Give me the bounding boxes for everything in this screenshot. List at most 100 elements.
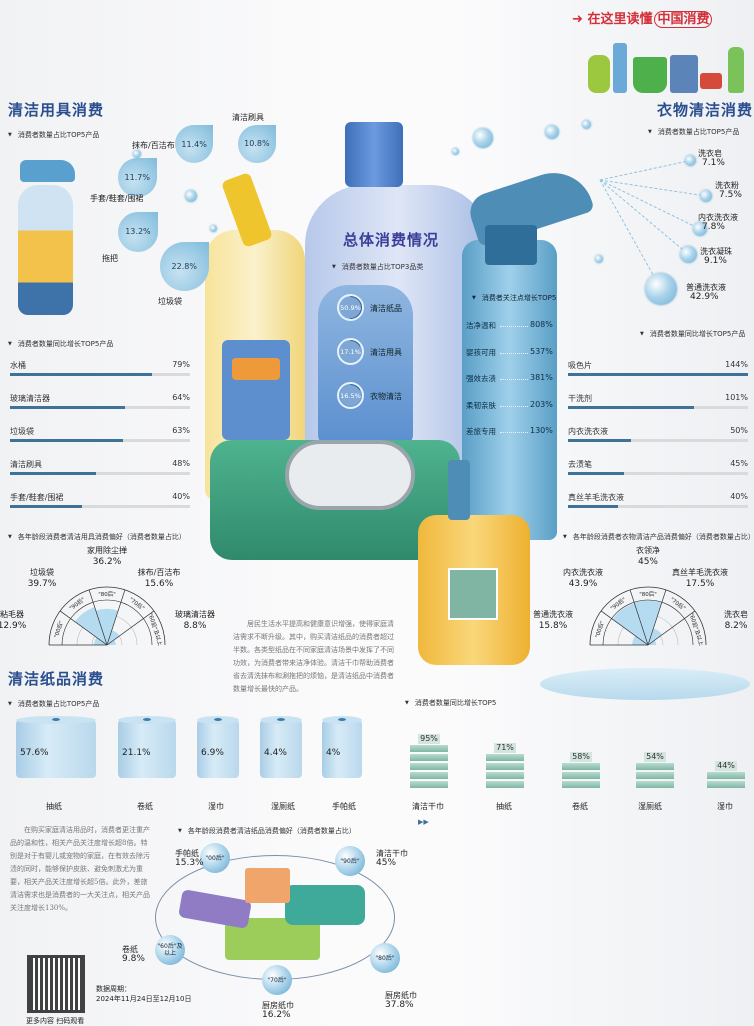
roll-label: 湿厕纸 [271, 802, 295, 811]
bar-fill [10, 439, 124, 442]
bar-label: 去渍笔 [568, 460, 592, 469]
bar-fill [10, 472, 97, 475]
share-label: 内衣洗衣液 [698, 213, 738, 222]
product-label: 内衣洗衣液 [563, 567, 603, 577]
ring-value: 16.5% [340, 385, 361, 406]
period-label: 数据周期： [96, 985, 131, 993]
bar-value: 45% [730, 459, 748, 468]
intro-paragraph: 居民生活水平提高和健康意识增强，使得家庭清洁需求不断升级。其中，购买清洁纸品的消… [233, 620, 394, 693]
growth-value: 95% [418, 734, 440, 744]
category-label: 清洁纸品 [370, 304, 402, 313]
product-label: 家用除尘掸 [87, 545, 127, 555]
attention-label: 洁净温和 [466, 321, 496, 330]
value-sector [648, 628, 663, 645]
wipes-pack-icon [285, 885, 365, 925]
product-label: 衣领净 [636, 545, 660, 555]
product-value: 17.5% [686, 579, 715, 589]
product-value: 15.6% [145, 579, 174, 589]
age-label: "80后" [639, 590, 657, 598]
share-drop: 10.8% [238, 125, 276, 163]
share-value: 7.5% [719, 190, 742, 200]
share-drop: 11.7% [118, 158, 157, 197]
value-sector [634, 600, 662, 645]
share-value: 42.9% [690, 292, 719, 302]
share-value: 7.1% [702, 158, 725, 168]
value-sector [612, 603, 648, 645]
period-value: 2024年11月24日至12月10日 [96, 995, 192, 1003]
water-bubble-icon [185, 190, 197, 202]
product-label: 洗衣皂 [724, 609, 748, 619]
bar-label: 内衣洗衣液 [568, 427, 608, 436]
stack-layer [410, 754, 448, 761]
overall-subtitle: 消费者数量占比TOP3品类 [332, 262, 423, 272]
sector-divider [647, 589, 667, 646]
roll-core [338, 718, 346, 721]
sector-divider [88, 589, 108, 646]
header-tagline: ➜ 在这里读懂 中国消费 [572, 8, 713, 28]
bar-row: 手套/鞋套/围裙 40% [10, 492, 190, 510]
tools-section-title: 清洁用具消费 [8, 101, 105, 119]
age-product-label: 厨房纸巾 [262, 1001, 294, 1010]
bar-track [568, 472, 748, 475]
category-label: 衣物清洁 [370, 392, 402, 401]
play-arrows-icon: ▶▶ [418, 818, 429, 826]
product-value: 36.2% [93, 557, 122, 567]
age-product-label: 清洁干巾 [376, 849, 408, 858]
growth-value: 44% [715, 761, 737, 771]
ring-value: 50.9% [340, 297, 361, 318]
arrow-icon: ➜ [572, 12, 583, 27]
cleaning-supplies-illustration [588, 35, 748, 95]
age-product-label: 手帕纸 [175, 849, 199, 858]
bar-value: 64% [172, 393, 190, 402]
share-drop: 11.4% [175, 125, 214, 164]
stack-layer [410, 781, 448, 788]
sector-divider [106, 589, 126, 646]
paper-roll-icon [197, 716, 239, 778]
product-value: 12.9% [0, 621, 27, 631]
bottle-cap [345, 122, 403, 187]
bar-value: 48% [172, 459, 190, 468]
stack-layer [410, 763, 448, 770]
value-sector [632, 635, 648, 645]
bar-fill [10, 505, 82, 508]
product-label: 玻璃清洁器 [175, 609, 215, 619]
laundry-share-subtitle: 消费者数量占比TOP5产品 [648, 127, 739, 137]
paper-age-subtitle: 各年龄段消费者清洁纸品消费偏好（消费者数量占比） [178, 826, 356, 836]
roll-value: 6.9% [201, 748, 224, 758]
roll-value: 21.1% [122, 748, 151, 758]
tools-growth-subtitle: 消费者数量同比增长TOP5产品 [8, 339, 113, 349]
age-bubble: "70后" [262, 965, 292, 995]
growth-stack [636, 763, 674, 790]
roll-value: 57.6% [20, 748, 49, 758]
tools-share-subtitle: 消费者数量占比TOP5产品 [8, 130, 99, 140]
spray-line [599, 179, 707, 197]
roll-value: 4.4% [264, 748, 287, 758]
growth-value: 58% [570, 752, 592, 762]
attention-paragraph: 在购买家庭清洁用品时，消费者更注重产品的温和性，相关产品关注度增长超8倍。特别是… [10, 826, 150, 912]
bar-label: 玻璃清洁器 [10, 394, 50, 403]
roll-label: 卷纸 [137, 802, 153, 811]
value-sector [94, 637, 107, 645]
share-value: 11.7% [124, 172, 150, 182]
toilet-cleaner-label [222, 340, 290, 440]
dotted-leader [500, 432, 528, 433]
stack-layer [410, 772, 448, 779]
qr-code[interactable] [27, 955, 85, 1013]
age-product-value: 37.8% [385, 1000, 414, 1010]
value-sector [107, 630, 120, 645]
growth-label: 湿厕纸 [638, 802, 662, 811]
age-product-value: 16.2% [262, 1010, 291, 1020]
roll-core [143, 718, 151, 721]
inner-arc [602, 599, 694, 646]
stack-layer [562, 763, 600, 770]
laundry-section-title: 衣物清洁消费 [657, 101, 754, 119]
share-bubble [693, 222, 707, 236]
stack-layer [562, 772, 600, 779]
laundry-age-chart: "00后"普通洗衣液15.8%"90后"内衣洗衣液43.9%"80后"衣领净45… [533, 545, 748, 647]
growth-label: 卷纸 [572, 802, 588, 811]
age-label: "80后" [98, 590, 116, 598]
toilet-cleaner-label-tag [232, 358, 280, 380]
bar-value: 63% [172, 426, 190, 435]
product-value: 15.8% [539, 621, 568, 631]
share-label: 洗衣粉 [715, 181, 739, 190]
